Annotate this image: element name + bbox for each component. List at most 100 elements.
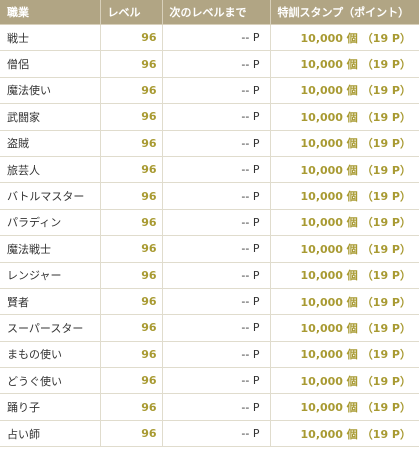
level-value: 96 bbox=[100, 103, 163, 131]
stamp-points: （19 P） bbox=[361, 190, 411, 204]
next-level-points: -- P bbox=[162, 209, 271, 237]
next-level-points: -- P bbox=[162, 103, 271, 131]
level-value: 96 bbox=[100, 209, 163, 237]
level-value: 96 bbox=[100, 341, 163, 369]
stamp-count: 10,000 個 bbox=[300, 84, 358, 98]
next-level-points: -- P bbox=[162, 77, 271, 105]
table-row: 盗賊 96 -- P 10,000 個（19 P） bbox=[0, 130, 419, 157]
stamp-points: （19 P） bbox=[361, 137, 411, 151]
job-name: レンジャー bbox=[0, 262, 101, 289]
stamp-points: （19 P） bbox=[361, 242, 411, 256]
table-row: 旅芸人 96 -- P 10,000 個（19 P） bbox=[0, 156, 419, 184]
next-level-points: -- P bbox=[162, 314, 271, 342]
stamp-count: 10,000 個 bbox=[300, 348, 358, 362]
next-level-points: -- P bbox=[162, 341, 271, 369]
table-row: パラディン 96 -- P 10,000 個（19 P） bbox=[0, 209, 419, 237]
stamp-cell: 10,000 個（19 P） bbox=[270, 130, 419, 157]
level-value: 96 bbox=[100, 77, 163, 105]
next-level-points: -- P bbox=[162, 235, 271, 263]
stamp-count: 10,000 個 bbox=[300, 58, 358, 72]
level-value: 96 bbox=[100, 156, 163, 184]
next-level-points: -- P bbox=[162, 393, 271, 421]
stamp-points: （19 P） bbox=[361, 31, 411, 45]
level-value: 96 bbox=[100, 50, 163, 78]
job-name: バトルマスター bbox=[0, 182, 101, 210]
stamp-cell: 10,000 個（19 P） bbox=[270, 314, 419, 342]
level-value: 96 bbox=[100, 182, 163, 210]
stamp-points: （19 P） bbox=[361, 110, 411, 124]
stamp-cell: 10,000 個（19 P） bbox=[270, 77, 419, 105]
stamp-points: （19 P） bbox=[361, 163, 411, 177]
stamp-count: 10,000 個 bbox=[300, 137, 358, 151]
level-value: 96 bbox=[100, 314, 163, 342]
stamp-count: 10,000 個 bbox=[300, 321, 358, 335]
header-job: 職業 bbox=[0, 0, 101, 25]
stamp-cell: 10,000 個（19 P） bbox=[270, 182, 419, 210]
level-value: 96 bbox=[100, 393, 163, 421]
next-level-points: -- P bbox=[162, 24, 271, 52]
stamp-points: （19 P） bbox=[361, 321, 411, 335]
job-name: パラディン bbox=[0, 209, 101, 237]
stamp-count: 10,000 個 bbox=[300, 110, 358, 124]
stamp-count: 10,000 個 bbox=[300, 427, 358, 441]
level-value: 96 bbox=[100, 367, 163, 395]
next-level-points: -- P bbox=[162, 288, 271, 316]
job-name: 魔法使い bbox=[0, 77, 101, 105]
stamp-count: 10,000 個 bbox=[300, 216, 358, 230]
stamp-points: （19 P） bbox=[361, 295, 411, 309]
stamp-points: （19 P） bbox=[361, 348, 411, 362]
stamp-points: （19 P） bbox=[361, 84, 411, 98]
job-name: 戦士 bbox=[0, 24, 101, 52]
level-value: 96 bbox=[100, 288, 163, 316]
stamp-count: 10,000 個 bbox=[300, 295, 358, 309]
stamp-count: 10,000 個 bbox=[300, 401, 358, 415]
stamp-cell: 10,000 個（19 P） bbox=[270, 209, 419, 237]
stamp-points: （19 P） bbox=[361, 58, 411, 72]
stamp-cell: 10,000 個（19 P） bbox=[270, 103, 419, 131]
job-name: 占い師 bbox=[0, 420, 101, 448]
stamp-count: 10,000 個 bbox=[300, 31, 358, 45]
stamp-cell: 10,000 個（19 P） bbox=[270, 156, 419, 184]
stamp-points: （19 P） bbox=[361, 269, 411, 283]
next-level-points: -- P bbox=[162, 262, 271, 289]
next-level-points: -- P bbox=[162, 420, 271, 448]
job-name: 魔法戦士 bbox=[0, 235, 101, 263]
level-value: 96 bbox=[100, 235, 163, 263]
job-name: 旅芸人 bbox=[0, 156, 101, 184]
stamp-cell: 10,000 個（19 P） bbox=[270, 288, 419, 316]
next-level-points: -- P bbox=[162, 130, 271, 157]
table-row: どうぐ使い 96 -- P 10,000 個（19 P） bbox=[0, 367, 419, 395]
job-name: 盗賊 bbox=[0, 130, 101, 157]
header-next-level: 次のレベルまで bbox=[162, 0, 271, 25]
stamp-cell: 10,000 個（19 P） bbox=[270, 262, 419, 289]
next-level-points: -- P bbox=[162, 182, 271, 210]
table-row: 賢者 96 -- P 10,000 個（19 P） bbox=[0, 288, 419, 316]
stamp-points: （19 P） bbox=[361, 401, 411, 415]
table-row: 武闘家 96 -- P 10,000 個（19 P） bbox=[0, 103, 419, 131]
table-row: 踊り子 96 -- P 10,000 個（19 P） bbox=[0, 393, 419, 421]
stamp-cell: 10,000 個（19 P） bbox=[270, 367, 419, 395]
job-name: 賢者 bbox=[0, 288, 101, 316]
next-level-points: -- P bbox=[162, 50, 271, 78]
stamp-cell: 10,000 個（19 P） bbox=[270, 341, 419, 369]
table-row: 僧侶 96 -- P 10,000 個（19 P） bbox=[0, 50, 419, 78]
table-row: レンジャー 96 -- P 10,000 個（19 P） bbox=[0, 262, 419, 289]
next-level-points: -- P bbox=[162, 156, 271, 184]
level-value: 96 bbox=[100, 130, 163, 157]
table-row: 占い師 96 -- P 10,000 個（19 P） bbox=[0, 420, 419, 448]
job-name: 僧侶 bbox=[0, 50, 101, 78]
table-row: まもの使い 96 -- P 10,000 個（19 P） bbox=[0, 341, 419, 369]
table-row: 魔法使い 96 -- P 10,000 個（19 P） bbox=[0, 77, 419, 105]
stamp-cell: 10,000 個（19 P） bbox=[270, 420, 419, 448]
level-value: 96 bbox=[100, 24, 163, 52]
job-name: まもの使い bbox=[0, 341, 101, 369]
stamp-count: 10,000 個 bbox=[300, 242, 358, 256]
next-level-points: -- P bbox=[162, 367, 271, 395]
level-value: 96 bbox=[100, 262, 163, 289]
table-row: スーパースター 96 -- P 10,000 個（19 P） bbox=[0, 314, 419, 342]
stamp-count: 10,000 個 bbox=[300, 190, 358, 204]
header-row: 職業 レベル 次のレベルまで 特訓スタンプ（ポイント） bbox=[0, 0, 419, 25]
stamp-count: 10,000 個 bbox=[300, 269, 358, 283]
job-name: 踊り子 bbox=[0, 393, 101, 421]
